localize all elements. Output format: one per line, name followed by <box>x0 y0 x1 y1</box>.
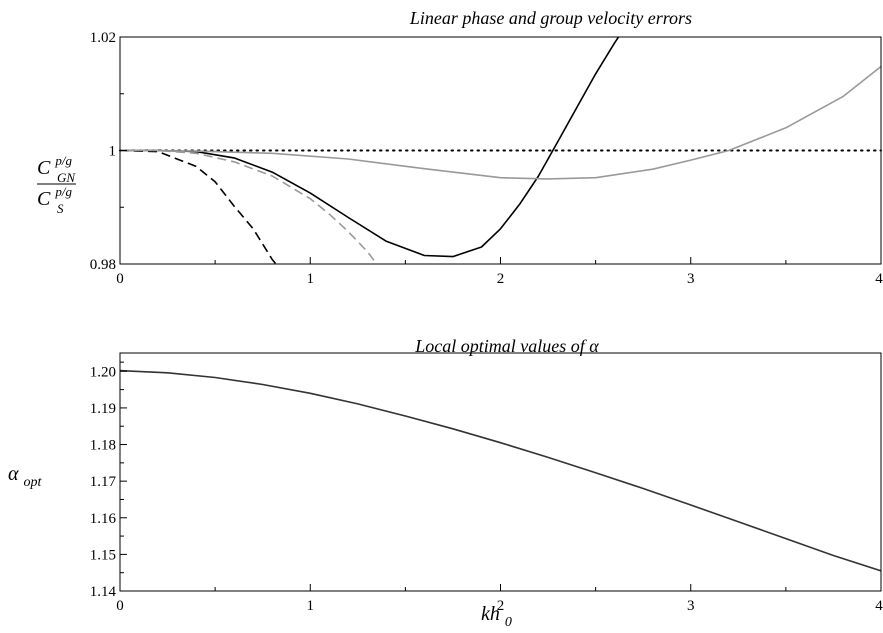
top-series-line-2 <box>120 65 881 180</box>
top-series-line-4 <box>120 149 378 264</box>
top-y-tick-label: 1 <box>109 144 117 160</box>
alpha-opt-base: α <box>8 463 19 485</box>
x-axis-label: kh 0 <box>481 603 512 630</box>
bottom-y-tick-label: 1.17 <box>90 474 117 490</box>
top-chart-title: Linear phase and group velocity errors <box>409 8 692 28</box>
ylabel-denominator-sup: p/g <box>54 184 72 199</box>
top-x-tick-label: 3 <box>687 271 695 287</box>
top-x-tick-label: 0 <box>116 271 124 287</box>
bottom-y-tick-label: 1.19 <box>90 401 116 417</box>
ylabel-denominator-sub: S <box>57 201 64 216</box>
top-series-line-1 <box>120 37 620 258</box>
bottom-x-tick-label: 3 <box>687 598 695 614</box>
ylabel-numerator-sup: p/g <box>54 153 72 168</box>
top-x-tick-label: 2 <box>497 271 505 287</box>
svg-text:C p/g GN: C p/g GN <box>37 148 77 185</box>
top-y-axis-label: C p/g GN C p/g S <box>37 148 77 216</box>
top-x-tick-label: 1 <box>307 271 315 287</box>
bottom-x-tick-label: 1 <box>307 598 315 614</box>
ylabel-numerator-base: C <box>37 157 51 179</box>
svg-text:C p/g S: C p/g S <box>37 179 77 216</box>
alpha-opt-sub: opt <box>24 475 43 490</box>
top-series-line-3 <box>120 149 277 264</box>
bottom-series-line-1 <box>120 369 881 572</box>
bottom-plot-frame <box>119 352 882 592</box>
bottom-x-tick-label: 4 <box>875 598 883 614</box>
top-x-tick-label: 4 <box>875 271 883 287</box>
bottom-x-tick-label: 0 <box>116 598 124 614</box>
bottom-y-tick-label: 1.15 <box>90 547 116 563</box>
bottom-y-tick-label: 1.20 <box>90 364 116 380</box>
top-plot-frame <box>119 36 882 265</box>
kh-base: kh <box>481 603 500 625</box>
ylabel-numerator-sub: GN <box>57 170 76 185</box>
bottom-y-tick-label: 1.16 <box>90 511 117 527</box>
phase-group-velocity-error-chart: Linear phase and group velocity errors C… <box>37 8 883 287</box>
bottom-chart-title: Local optimal values of α <box>414 336 599 356</box>
kh-sub: 0 <box>505 615 512 630</box>
bottom-y-tick-label: 1.14 <box>90 584 117 600</box>
bottom-y-tick-label: 1.18 <box>90 438 116 454</box>
bottom-x-tick-label: 2 <box>497 598 505 614</box>
top-y-tick-label: 0.98 <box>90 257 116 273</box>
bottom-y-axis-label: α opt <box>8 463 43 490</box>
top-y-tick-label: 1.02 <box>90 30 116 46</box>
optimal-alpha-chart: Local optimal values of α α opt kh 0 0 1 2… <box>8 336 883 630</box>
ylabel-denominator-base: C <box>37 188 51 210</box>
